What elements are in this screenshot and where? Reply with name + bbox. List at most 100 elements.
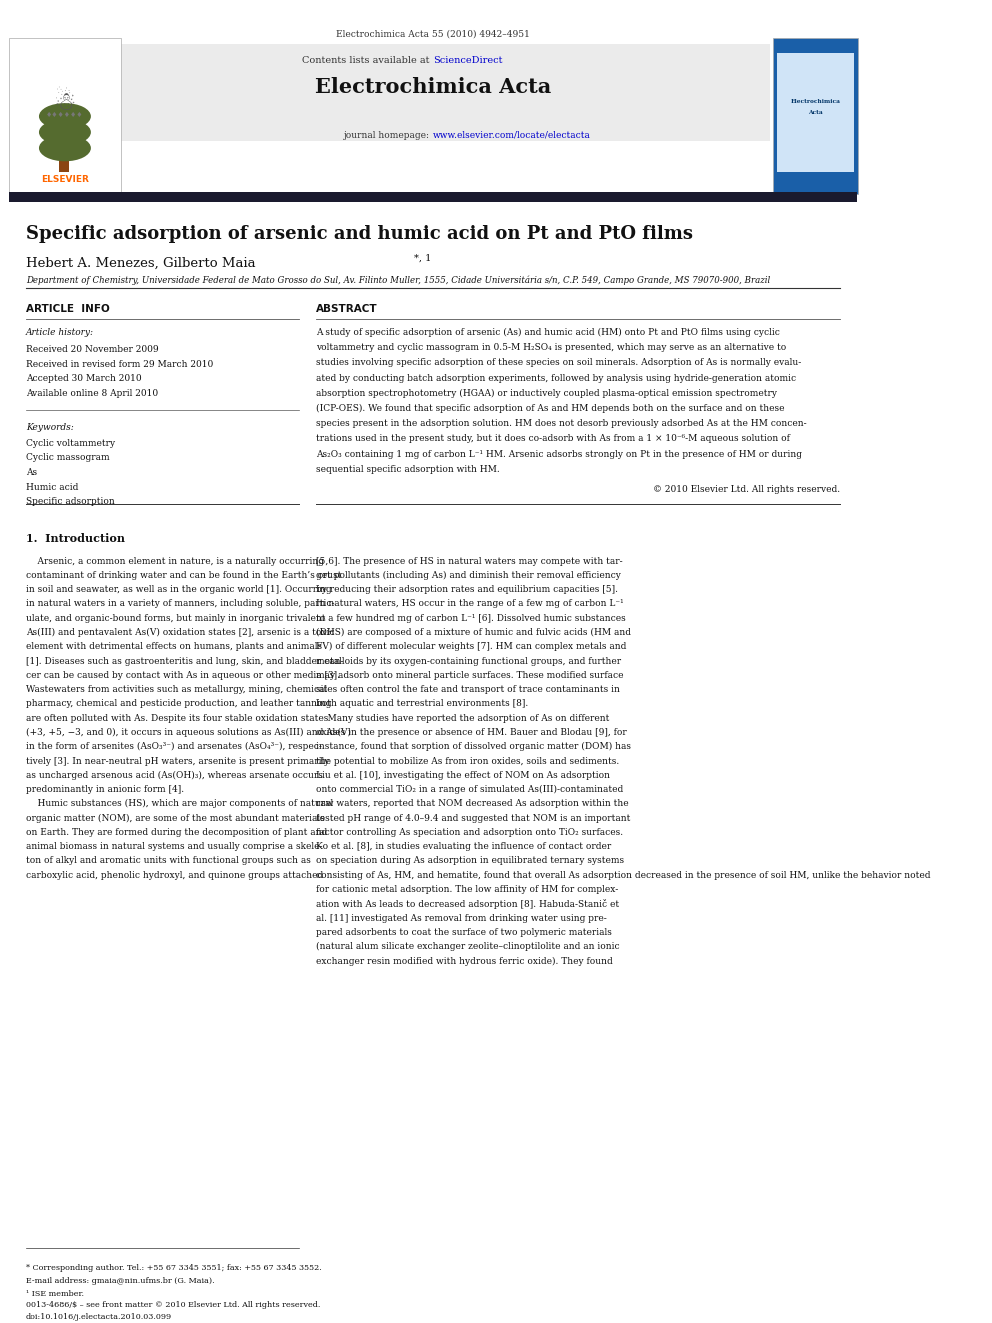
Text: Available online 8 April 2010: Available online 8 April 2010 <box>26 389 158 398</box>
Text: journal homepage:: journal homepage: <box>344 131 433 140</box>
Text: organic matter (NOM), are some of the most abundant materials: organic matter (NOM), are some of the mo… <box>26 814 324 823</box>
Ellipse shape <box>39 103 91 130</box>
Text: © 2010 Elsevier Ltd. All rights reserved.: © 2010 Elsevier Ltd. All rights reserved… <box>653 486 839 495</box>
Text: tested pH range of 4.0–9.4 and suggested that NOM is an important: tested pH range of 4.0–9.4 and suggested… <box>316 814 630 823</box>
Text: *, 1: *, 1 <box>414 254 432 263</box>
Text: carboxylic acid, phenolic hydroxyl, and quinone groups attached: carboxylic acid, phenolic hydroxyl, and … <box>26 871 323 880</box>
Text: on speciation during As adsorption in equilibrated ternary systems: on speciation during As adsorption in eq… <box>316 856 624 865</box>
Text: cer can be caused by contact with As in aqueous or other media [3].: cer can be caused by contact with As in … <box>26 671 340 680</box>
Text: Accepted 30 March 2010: Accepted 30 March 2010 <box>26 374 142 384</box>
Text: (DHS) are composed of a mixture of humic and fulvic acids (HM and: (DHS) are composed of a mixture of humic… <box>316 628 631 638</box>
Text: ELSEVIER: ELSEVIER <box>41 176 89 184</box>
Text: predominantly in anionic form [4].: predominantly in anionic form [4]. <box>26 785 185 794</box>
Text: ♦♦♦♦♦♦: ♦♦♦♦♦♦ <box>47 112 83 118</box>
Bar <box>777 53 854 172</box>
Text: Specific adsorption: Specific adsorption <box>26 497 115 507</box>
Text: Many studies have reported the adsorption of As on different: Many studies have reported the adsorptio… <box>316 713 609 722</box>
Text: Humic substances (HS), which are major components of natural: Humic substances (HS), which are major c… <box>26 799 333 808</box>
Text: get pollutants (including As) and diminish their removal efficiency: get pollutants (including As) and dimini… <box>316 572 621 579</box>
Text: consisting of As, HM, and hematite, found that overall As adsorption decreased i: consisting of As, HM, and hematite, foun… <box>316 871 930 880</box>
Ellipse shape <box>39 119 91 146</box>
Text: Department of Chemistry, Universidade Federal de Mato Grosso do Sul, Av. Filinto: Department of Chemistry, Universidade Fe… <box>26 275 770 284</box>
Bar <box>773 38 858 194</box>
Text: Specific adsorption of arsenic and humic acid on Pt and PtO films: Specific adsorption of arsenic and humic… <box>26 225 693 242</box>
Text: Contents lists available at: Contents lists available at <box>303 56 433 65</box>
Text: ¹ ISE member.: ¹ ISE member. <box>26 1290 84 1298</box>
Text: on Earth. They are formed during the decomposition of plant and: on Earth. They are formed during the dec… <box>26 828 327 837</box>
Text: As(III) and pentavalent As(V) oxidation states [2], arsenic is a toxic: As(III) and pentavalent As(V) oxidation … <box>26 628 334 638</box>
Text: ARTICLE  INFO: ARTICLE INFO <box>26 304 110 314</box>
Text: (ICP-OES). We found that specific adsorption of As and HM depends both on the su: (ICP-OES). We found that specific adsorp… <box>316 404 785 413</box>
Text: A study of specific adsorption of arsenic (As) and humic acid (HM) onto Pt and P: A study of specific adsorption of arseni… <box>316 328 780 337</box>
Text: factor controlling As speciation and adsorption onto TiO₂ surfaces.: factor controlling As speciation and ads… <box>316 828 623 837</box>
Text: sequential specific adsorption with HM.: sequential specific adsorption with HM. <box>316 464 500 474</box>
Text: in natural waters in a variety of manners, including soluble, partic-: in natural waters in a variety of manner… <box>26 599 334 609</box>
Text: (natural alum silicate exchanger zeolite–clinoptilolite and an ionic: (natural alum silicate exchanger zeolite… <box>316 942 620 951</box>
Text: absorption spectrophotometry (HGAA) or inductively coupled plasma-optical emissi: absorption spectrophotometry (HGAA) or i… <box>316 389 777 398</box>
Text: Article history:: Article history: <box>26 328 94 337</box>
Text: ated by conducting batch adsorption experiments, followed by analysis using hydr: ated by conducting batch adsorption expe… <box>316 373 797 382</box>
Text: trations used in the present study, but it does co-adsorb with As from a 1 × 10⁻: trations used in the present study, but … <box>316 434 790 443</box>
Text: 0013-4686/$ – see front matter © 2010 Elsevier Ltd. All rights reserved.: 0013-4686/$ – see front matter © 2010 El… <box>26 1301 320 1308</box>
Text: Electrochimica: Electrochimica <box>791 99 840 105</box>
Text: Ko et al. [8], in studies evaluating the influence of contact order: Ko et al. [8], in studies evaluating the… <box>316 843 611 851</box>
Text: Keywords:: Keywords: <box>26 423 73 433</box>
Text: ScienceDirect: ScienceDirect <box>433 56 502 65</box>
Text: Electrochimica Acta: Electrochimica Acta <box>314 77 551 97</box>
Text: FV) of different molecular weights [7]. HM can complex metals and: FV) of different molecular weights [7]. … <box>316 642 626 651</box>
Text: Humic acid: Humic acid <box>26 483 78 492</box>
Text: Wastewaters from activities such as metallurgy, mining, chemical: Wastewaters from activities such as meta… <box>26 685 327 695</box>
Text: animal biomass in natural systems and usually comprise a skele-: animal biomass in natural systems and us… <box>26 843 322 851</box>
Text: both aquatic and terrestrial environments [8].: both aquatic and terrestrial environment… <box>316 700 528 708</box>
Text: * Corresponding author. Tel.: +55 67 3345 3551; fax: +55 67 3345 3552.: * Corresponding author. Tel.: +55 67 334… <box>26 1263 321 1271</box>
Text: element with detrimental effects on humans, plants and animals: element with detrimental effects on huma… <box>26 642 322 651</box>
Text: Cyclic voltammetry: Cyclic voltammetry <box>26 439 115 448</box>
Text: as uncharged arsenous acid (As(OH)₃), whereas arsenate occurs: as uncharged arsenous acid (As(OH)₃), wh… <box>26 771 322 781</box>
Text: raw waters, reported that NOM decreased As adsorption within the: raw waters, reported that NOM decreased … <box>316 799 629 808</box>
Text: As₂O₃ containing 1 mg of carbon L⁻¹ HM. Arsenic adsorbs strongly on Pt in the pr: As₂O₃ containing 1 mg of carbon L⁻¹ HM. … <box>316 450 802 459</box>
Text: Hebert A. Menezes, Gilberto Maia: Hebert A. Menezes, Gilberto Maia <box>26 257 256 270</box>
Text: [5,6]. The presence of HS in natural waters may compete with tar-: [5,6]. The presence of HS in natural wat… <box>316 557 623 566</box>
Text: the potential to mobilize As from iron oxides, soils and sediments.: the potential to mobilize As from iron o… <box>316 757 619 766</box>
Text: al. [11] investigated As removal from drinking water using pre-: al. [11] investigated As removal from dr… <box>316 914 607 922</box>
Text: to a few hundred mg of carbon L⁻¹ [6]. Dissolved humic substances: to a few hundred mg of carbon L⁻¹ [6]. D… <box>316 614 626 623</box>
Text: 1.  Introduction: 1. Introduction <box>26 533 125 544</box>
Text: species present in the adsorption solution. HM does not desorb previously adsorb: species present in the adsorption soluti… <box>316 419 806 429</box>
Text: tively [3]. In near-neutral pH waters, arsenite is present primarily: tively [3]. In near-neutral pH waters, a… <box>26 757 329 766</box>
Ellipse shape <box>39 135 91 161</box>
Text: (+3, +5, −3, and 0), it occurs in aqueous solutions as As(III) and As(V): (+3, +5, −3, and 0), it occurs in aqueou… <box>26 728 351 737</box>
Text: Received 20 November 2009: Received 20 November 2009 <box>26 345 159 355</box>
Text: ☃: ☃ <box>54 91 76 115</box>
Bar <box>9 38 121 194</box>
Bar <box>48 44 771 142</box>
Text: are often polluted with As. Despite its four stable oxidation states: are often polluted with As. Despite its … <box>26 713 328 722</box>
Text: may adsorb onto mineral particle surfaces. These modified surface: may adsorb onto mineral particle surface… <box>316 671 624 680</box>
Text: sites often control the fate and transport of trace contaminants in: sites often control the fate and transpo… <box>316 685 620 695</box>
Text: pharmacy, chemical and pesticide production, and leather tanning: pharmacy, chemical and pesticide product… <box>26 700 331 708</box>
Text: Cyclic massogram: Cyclic massogram <box>26 454 109 463</box>
Text: oxides in the presence or absence of HM. Bauer and Blodau [9], for: oxides in the presence or absence of HM.… <box>316 728 627 737</box>
Text: studies involving specific adsorption of these species on soil minerals. Adsorpt: studies involving specific adsorption of… <box>316 359 802 368</box>
Text: exchanger resin modified with hydrous ferric oxide). They found: exchanger resin modified with hydrous fe… <box>316 957 613 966</box>
Bar <box>59 139 69 172</box>
Text: by reducing their adsorption rates and equilibrium capacities [5].: by reducing their adsorption rates and e… <box>316 585 618 594</box>
Text: ation with As leads to decreased adsorption [8]. Habuda-Stanič et: ation with As leads to decreased adsorpt… <box>316 900 619 909</box>
Text: Acta: Acta <box>808 110 822 115</box>
Text: instance, found that sorption of dissolved organic matter (DOM) has: instance, found that sorption of dissolv… <box>316 742 631 751</box>
Text: ulate, and organic-bound forms, but mainly in inorganic trivalent: ulate, and organic-bound forms, but main… <box>26 614 325 623</box>
Text: pared adsorbents to coat the surface of two polymeric materials: pared adsorbents to coat the surface of … <box>316 927 612 937</box>
Text: doi:10.1016/j.electacta.2010.03.099: doi:10.1016/j.electacta.2010.03.099 <box>26 1312 172 1320</box>
Text: voltammetry and cyclic massogram in 0.5-M H₂SO₄ is presented, which may serve as: voltammetry and cyclic massogram in 0.5-… <box>316 343 787 352</box>
Text: contaminant of drinking water and can be found in the Earth’s crust: contaminant of drinking water and can be… <box>26 572 341 579</box>
Text: metalloids by its oxygen-containing functional groups, and further: metalloids by its oxygen-containing func… <box>316 656 621 665</box>
Text: [1]. Diseases such as gastroenteritis and lung, skin, and bladder can-: [1]. Diseases such as gastroenteritis an… <box>26 656 343 665</box>
Text: ton of alkyl and aromatic units with functional groups such as: ton of alkyl and aromatic units with fun… <box>26 856 310 865</box>
Text: ABSTRACT: ABSTRACT <box>316 304 378 314</box>
Text: Electrochimica Acta 55 (2010) 4942–4951: Electrochimica Acta 55 (2010) 4942–4951 <box>336 29 530 38</box>
Text: Arsenic, a common element in nature, is a naturally occurring: Arsenic, a common element in nature, is … <box>26 557 324 566</box>
Text: In natural waters, HS occur in the range of a few mg of carbon L⁻¹: In natural waters, HS occur in the range… <box>316 599 624 609</box>
Text: Received in revised form 29 March 2010: Received in revised form 29 March 2010 <box>26 360 213 369</box>
Text: E-mail address: gmaia@nin.ufms.br (G. Maia).: E-mail address: gmaia@nin.ufms.br (G. Ma… <box>26 1277 214 1285</box>
Text: for cationic metal adsorption. The low affinity of HM for complex-: for cationic metal adsorption. The low a… <box>316 885 618 894</box>
Text: As: As <box>26 468 37 478</box>
